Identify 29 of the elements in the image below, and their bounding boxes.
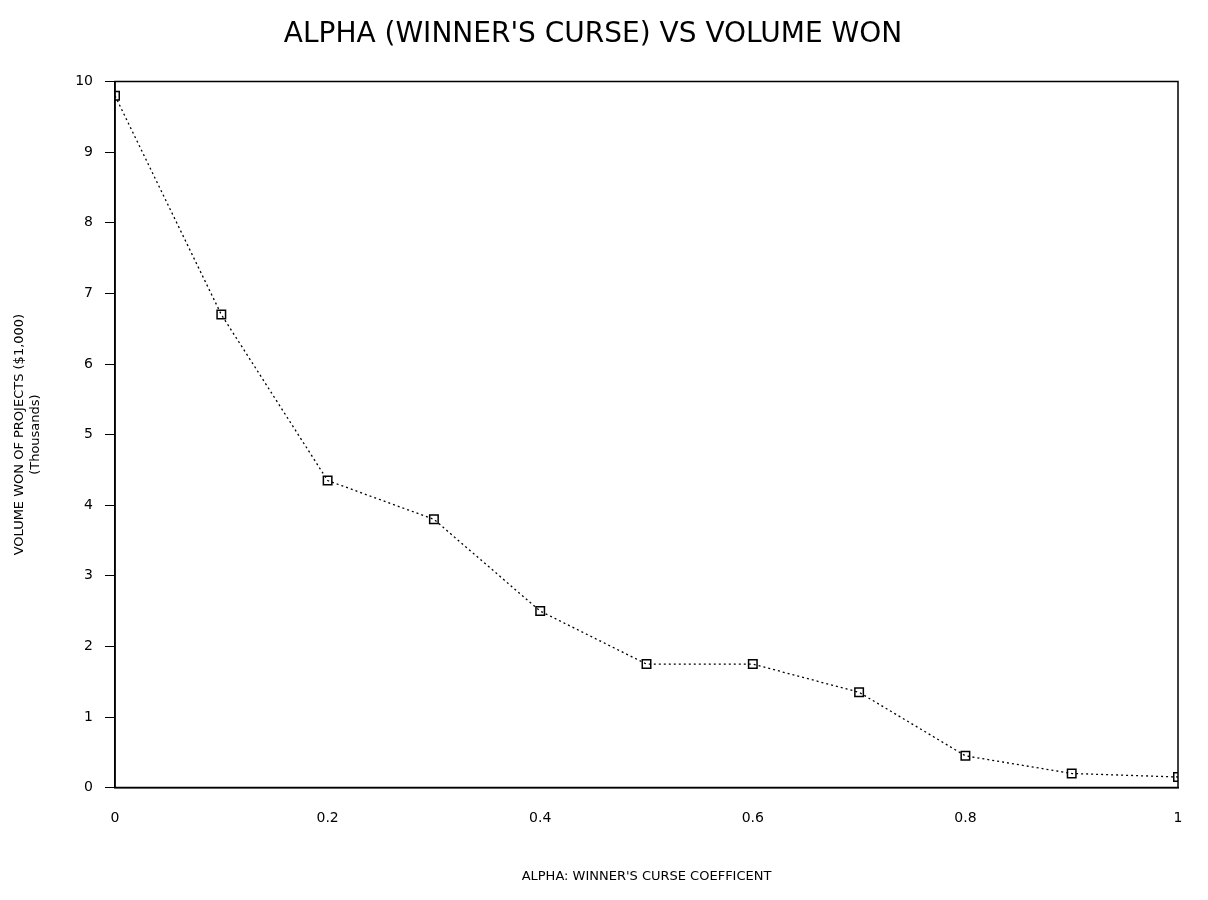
- x-tick-label: 0.6: [741, 808, 765, 825]
- point: [535, 606, 546, 617]
- point: [641, 659, 652, 670]
- point: [854, 687, 865, 698]
- point: [747, 659, 758, 670]
- x-tick-label: 0.2: [316, 808, 339, 825]
- y-tick-label: 0: [84, 778, 94, 795]
- y-tick-label: 6: [84, 354, 94, 371]
- x-tick-label: 0: [110, 808, 120, 825]
- y-tick-label: 3: [84, 566, 94, 583]
- y-axis-title: VOLUME WON OF PROJECTS ($1,000) (Thousands): [11, 313, 42, 556]
- y-tick-label: 8: [84, 213, 94, 230]
- y-tick-label: 5: [84, 425, 94, 442]
- chart-title: ALPHA (WINNER'S CURSE) VS VOLUME WON: [283, 16, 903, 50]
- point: [960, 750, 971, 761]
- y-tick-label: 2: [84, 637, 94, 654]
- point: [216, 309, 227, 320]
- y-tick-label: 7: [84, 284, 94, 301]
- point: [428, 514, 439, 525]
- y-tick-label: 4: [84, 495, 94, 512]
- point: [1066, 768, 1077, 779]
- y-tick-label: 1: [84, 707, 94, 724]
- y-tick-label: 9: [84, 142, 94, 159]
- x-axis-title: ALPHA: WINNER'S CURSE COEFFICENT: [521, 867, 772, 883]
- y-tick-label: 10: [75, 72, 94, 89]
- x-tick-label: 1: [1173, 808, 1183, 825]
- x-tick-label: 0.8: [954, 808, 977, 825]
- point: [322, 475, 333, 486]
- x-tick-label: 0.4: [529, 808, 552, 825]
